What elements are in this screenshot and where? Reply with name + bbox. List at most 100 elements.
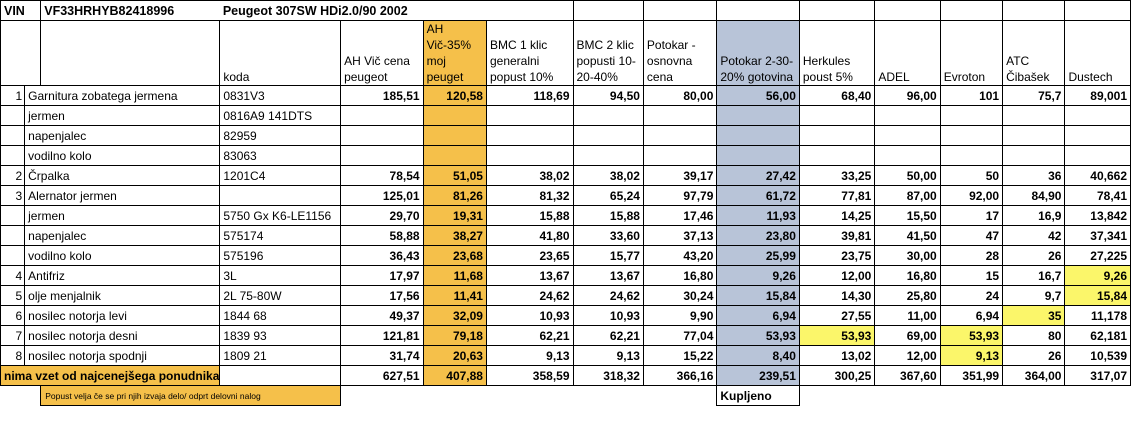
price-cell: 27,55 <box>798 305 876 326</box>
price-cell: 43,20 <box>642 245 718 266</box>
price-cell: 35 <box>1002 305 1066 326</box>
price-cell: 15,84 <box>716 285 800 306</box>
price-cell: 11,93 <box>716 205 800 226</box>
col-header: BMC 1 klic generalni popust 10% <box>485 20 574 86</box>
price-cell: 13,842 <box>1064 205 1131 226</box>
price-cell: 30,24 <box>642 285 718 306</box>
part-name: napenjalec <box>24 125 221 146</box>
price-cell <box>716 105 800 126</box>
part-code: 1201C4 <box>219 165 342 186</box>
price-cell: 51,05 <box>422 165 487 186</box>
price-cell: 39,17 <box>642 165 718 186</box>
table-row: 3 Alernator jermen 125,01 81,26 81,32 65,24 97… <box>0 185 1131 206</box>
price-cell <box>874 125 941 146</box>
part-code: 575174 <box>219 225 342 246</box>
col-header: AH Vič cena peugeot <box>340 20 424 86</box>
part-code: 575196 <box>219 245 342 266</box>
price-cell: 33,60 <box>572 225 644 246</box>
table-row: 4 Antifriz 3L 17,97 11,68 13,67 13,67 16,80 9,26… <box>0 265 1131 286</box>
row-index: 3 <box>0 185 25 206</box>
price-cell: 20,63 <box>422 345 487 366</box>
totals-row: nima vzet od najcenejšega ponudnika komp… <box>0 365 1131 386</box>
price-cell: 84,90 <box>1002 185 1066 206</box>
price-cell: 185,51 <box>340 85 424 106</box>
part-code: 1809 21 <box>219 345 342 366</box>
price-cell: 15,50 <box>874 205 941 226</box>
price-cell: 27,225 <box>1064 245 1131 266</box>
total-cell: 364,00 <box>1002 365 1066 386</box>
row-index <box>0 225 25 246</box>
price-cell <box>572 125 644 146</box>
price-cell: 13,67 <box>485 265 574 286</box>
car-model: Peugeot 307SW HDi2.0/90 2002 <box>219 0 574 21</box>
vin-label: VIN <box>0 0 42 21</box>
table-row: napenjalec 575174 58,88 38,27 41,80 33,60 37,1… <box>0 225 1131 246</box>
price-cell: 23,65 <box>485 245 574 266</box>
part-name: jermen <box>24 205 221 226</box>
part-name: jermen <box>24 105 221 126</box>
price-cell: 15 <box>939 265 1004 286</box>
row-index <box>0 105 25 126</box>
col-header: Potokar 2-30-20% gotovina <box>716 20 800 86</box>
price-cell: 69,00 <box>874 325 941 346</box>
total-cell: 366,16 <box>642 365 718 386</box>
price-cell <box>874 145 941 166</box>
price-cell: 10,539 <box>1064 345 1131 366</box>
price-cell: 89,001 <box>1064 85 1131 106</box>
part-code <box>219 185 342 206</box>
price-cell: 6,94 <box>939 305 1004 326</box>
price-cell: 42 <box>1002 225 1066 246</box>
table-row: vodilno kolo 83063 <box>0 145 1131 166</box>
price-cell <box>572 105 644 126</box>
total-cell: 317,07 <box>1064 365 1131 386</box>
table-row: 6 nosilec notorja levi 1844 68 49,37 32,09 10… <box>0 305 1131 326</box>
part-code: 2L 75-80W <box>219 285 342 306</box>
part-code: 1839 93 <box>219 325 342 346</box>
price-cell <box>572 145 644 166</box>
discount-note: Popust velja če se pri njih izvaja delo/… <box>40 385 342 406</box>
price-cell: 78,41 <box>1064 185 1131 206</box>
part-name: nosilec notorja spodnji <box>24 345 221 366</box>
price-cell: 9,26 <box>716 265 800 286</box>
price-cell <box>798 145 876 166</box>
col-header: BMC 2 klic popusti 10-20-40% <box>572 20 644 86</box>
part-name: vodilno kolo <box>24 245 221 266</box>
part-name: nosilec notorja desni <box>24 325 221 346</box>
part-name: napenjalec <box>24 225 221 246</box>
code-header: koda <box>219 20 342 86</box>
price-cell: 80 <box>1002 325 1066 346</box>
row-index: 7 <box>0 325 25 346</box>
table-row: napenjalec 82959 <box>0 125 1131 146</box>
price-cell: 9,90 <box>642 305 718 326</box>
note-row: Popust velja če se pri njih izvaja delo/… <box>1 385 1131 406</box>
price-cell <box>1064 145 1131 166</box>
price-cell <box>340 125 424 146</box>
table-row: 2 Črpalka 1201C4 78,54 51,05 38,02 38,02 39,17 2… <box>0 165 1131 186</box>
price-cell: 26 <box>1002 245 1066 266</box>
part-code: 5750 Gx K6-LE1156 <box>219 205 342 226</box>
price-cell: 65,24 <box>572 185 644 206</box>
total-cell: 358,59 <box>485 365 574 386</box>
price-cell: 14,30 <box>798 285 876 306</box>
col-header: ADEL <box>874 20 941 86</box>
price-cell: 78,54 <box>340 165 424 186</box>
price-cell <box>939 125 1004 146</box>
price-cell: 9,13 <box>485 345 574 366</box>
price-cell: 15,22 <box>642 345 718 366</box>
price-cell: 58,88 <box>340 225 424 246</box>
price-cell: 28 <box>939 245 1004 266</box>
price-comparison-table: VIN VF33HRHYB82418996 Peugeot 307SW HDi2… <box>0 0 1131 406</box>
price-cell: 6,94 <box>716 305 800 326</box>
price-cell: 23,80 <box>716 225 800 246</box>
price-cell: 37,13 <box>642 225 718 246</box>
row-index: 8 <box>0 345 25 366</box>
price-cell: 24,62 <box>485 285 574 306</box>
price-cell: 120,58 <box>422 85 487 106</box>
total-cell: 627,51 <box>340 365 424 386</box>
price-cell <box>485 105 574 126</box>
table-row: jermen 5750 Gx K6-LE1156 29,70 19,31 15,88 15… <box>0 205 1131 226</box>
row-index: 6 <box>0 305 25 326</box>
row-index: 4 <box>0 265 25 286</box>
price-cell <box>485 145 574 166</box>
price-cell: 17,97 <box>340 265 424 286</box>
